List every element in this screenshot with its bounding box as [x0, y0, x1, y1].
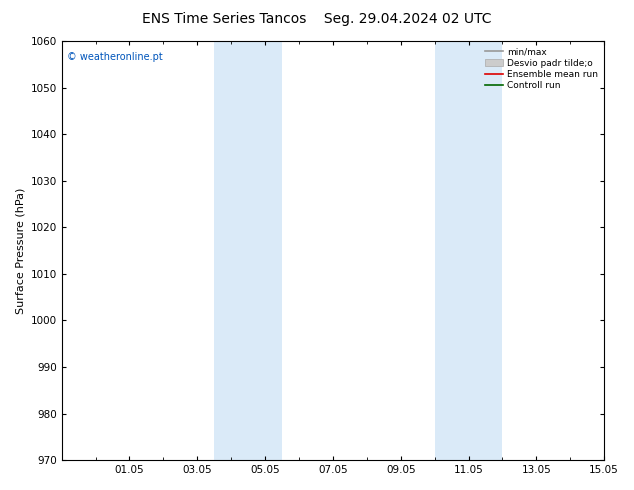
Text: © weatheronline.pt: © weatheronline.pt: [67, 51, 163, 62]
Y-axis label: Surface Pressure (hPa): Surface Pressure (hPa): [15, 187, 25, 314]
Legend: min/max, Desvio padr tilde;o, Ensemble mean run, Controll run: min/max, Desvio padr tilde;o, Ensemble m…: [483, 46, 600, 92]
Bar: [248, 41, 282, 460]
Bar: [214, 41, 248, 460]
Text: ENS Time Series Tancos    Seg. 29.04.2024 02 UTC: ENS Time Series Tancos Seg. 29.04.2024 0…: [142, 12, 492, 26]
Bar: [434, 41, 469, 460]
Bar: [469, 41, 502, 460]
